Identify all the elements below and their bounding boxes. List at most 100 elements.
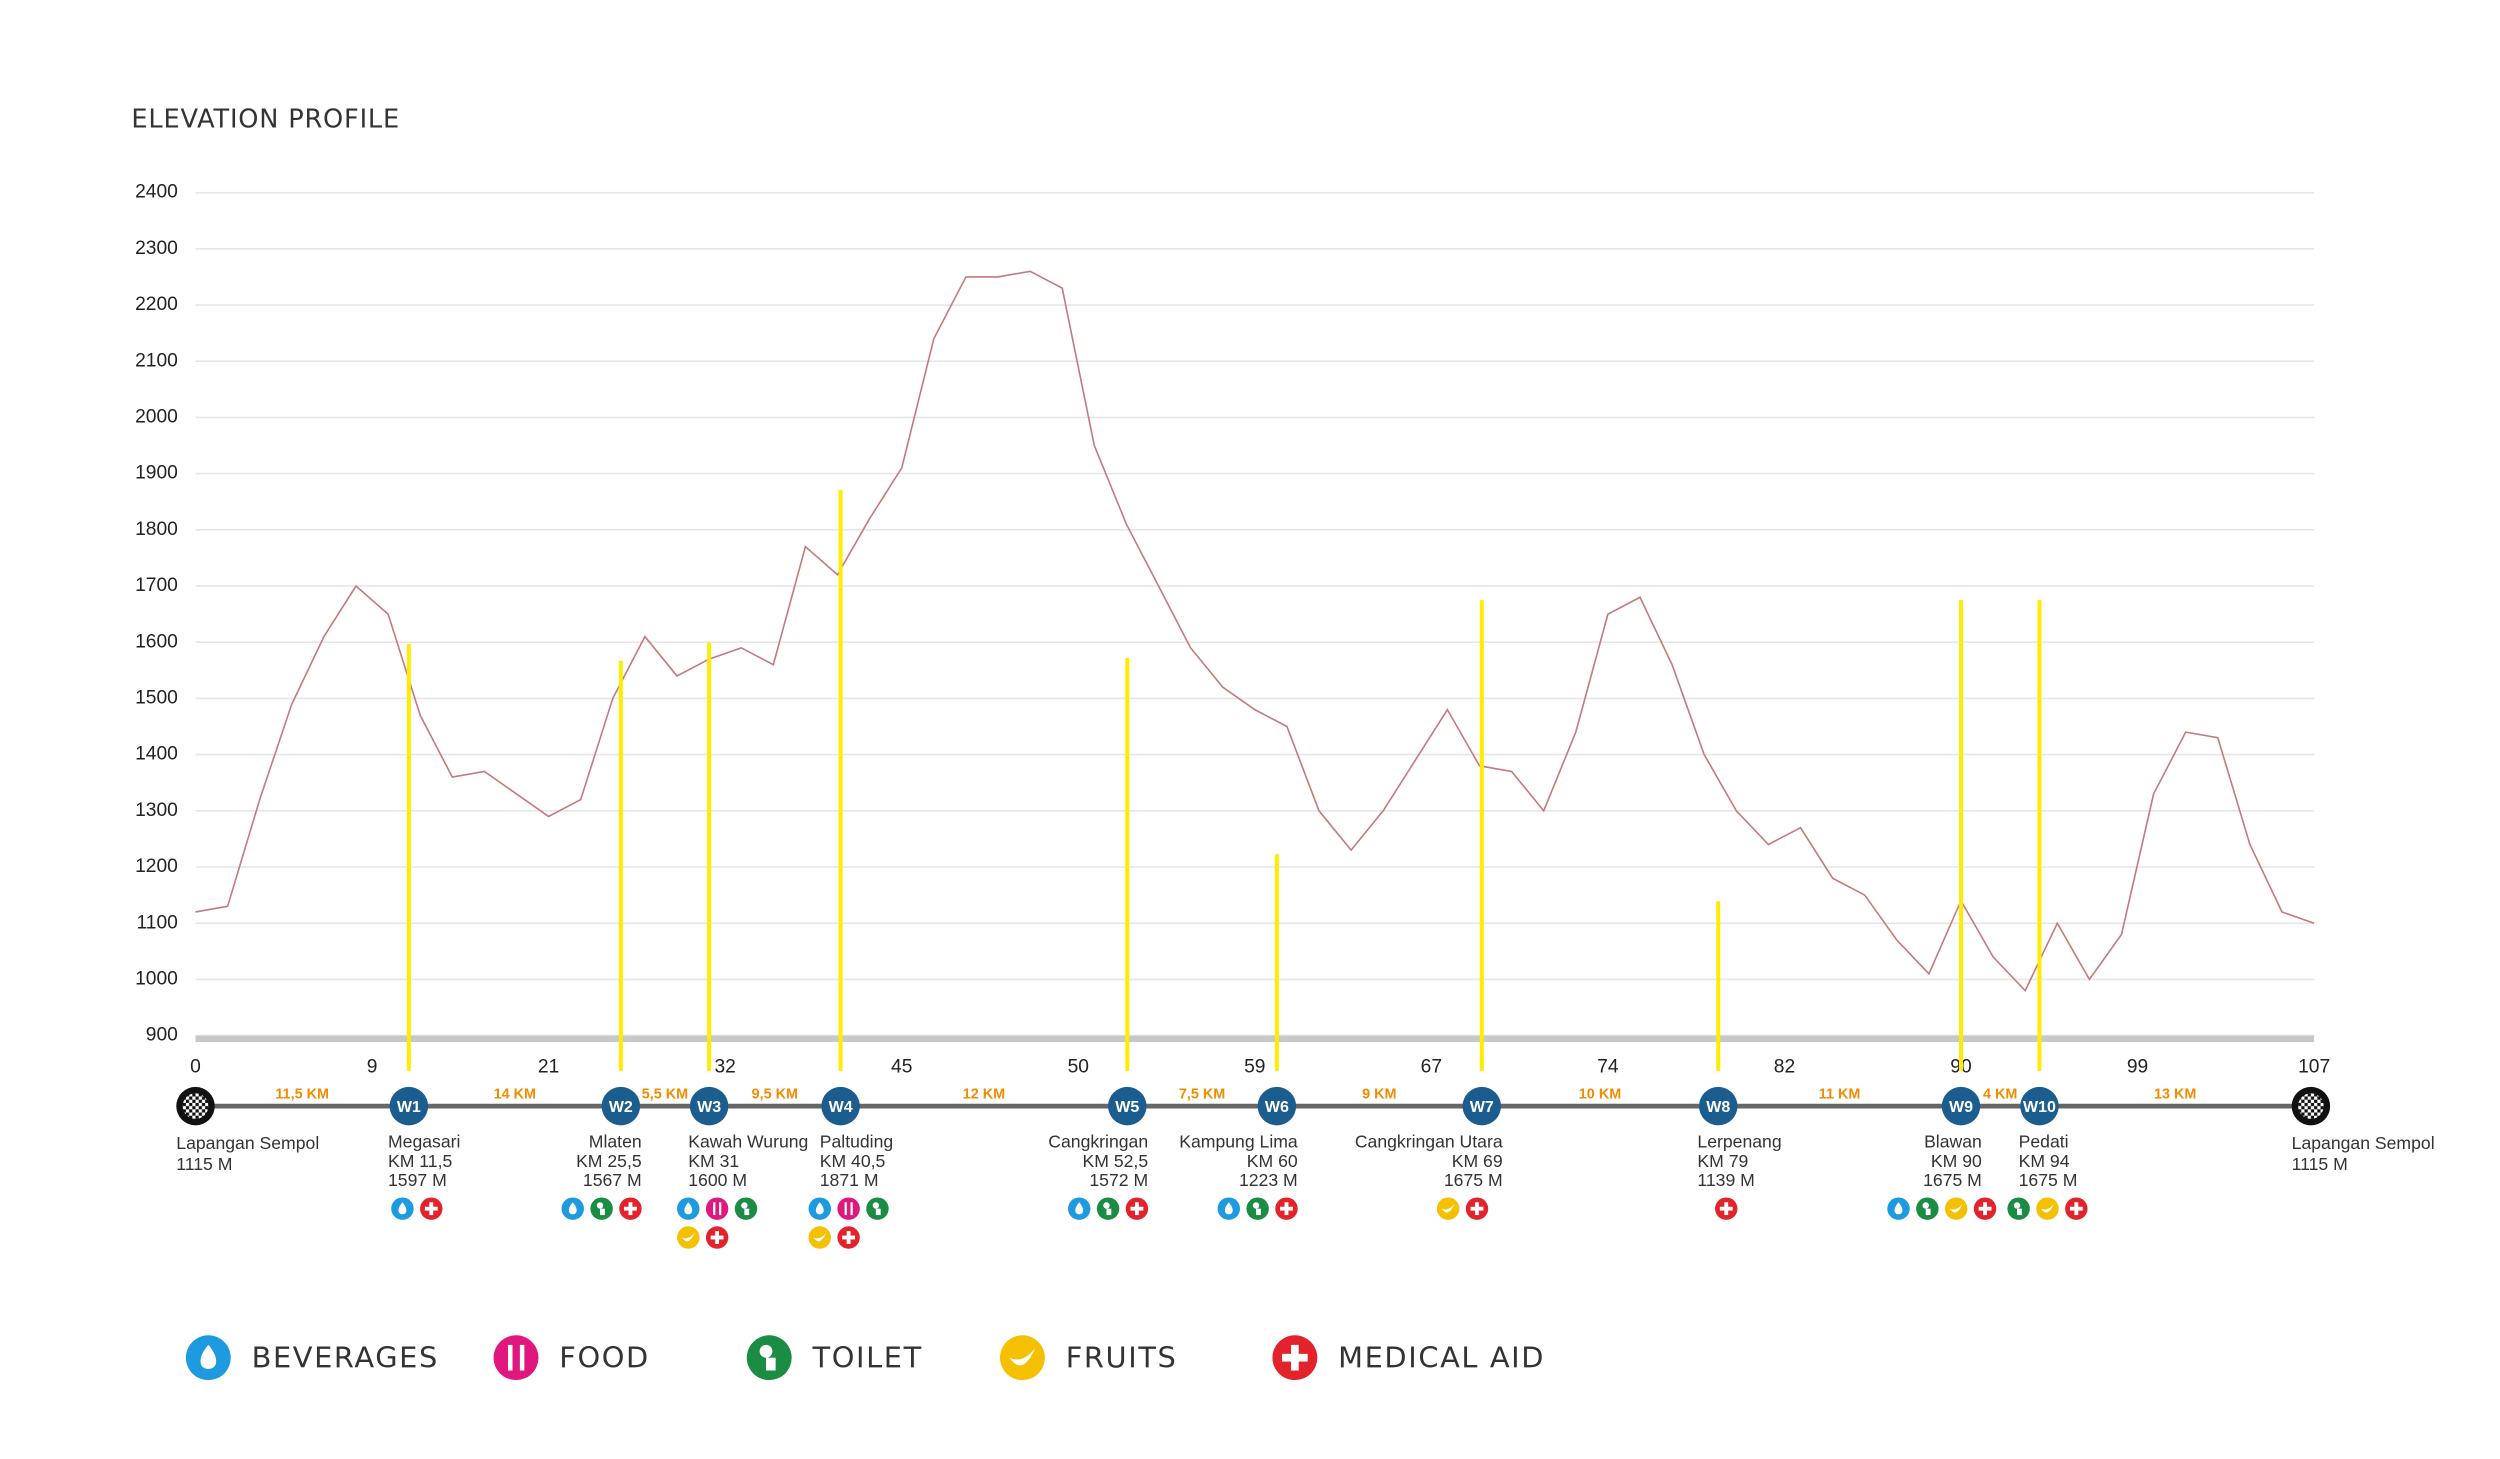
waypoint-km: KM 31 — [688, 1151, 739, 1171]
service-icon-bg — [1436, 1197, 1460, 1220]
service-icon — [2036, 1197, 2059, 1220]
stop-name: Lapangan Sempol — [176, 1133, 319, 1153]
waypoint-dot — [389, 1086, 429, 1126]
glyph — [1925, 1208, 1931, 1216]
elevation-line — [195, 270, 2315, 993]
waypoint-name: Kampung Lima — [1179, 1132, 1298, 1152]
glyph — [681, 1232, 695, 1242]
service-icon — [1217, 1197, 1241, 1220]
service-icon — [420, 1197, 443, 1220]
service-icon — [1096, 1197, 1120, 1220]
service-icon — [391, 1197, 414, 1220]
waypoint-elevation: 1597 M — [388, 1170, 447, 1190]
waypoint-elevation: 1675 M — [1444, 1170, 1503, 1190]
glyph — [710, 1235, 724, 1240]
y-tick-label: 2000 — [135, 407, 178, 428]
glyph — [1075, 1202, 1084, 1215]
service-icon — [677, 1226, 700, 1249]
glyph — [1252, 1202, 1260, 1209]
service-icon-bg — [2036, 1197, 2059, 1220]
service-icon — [837, 1226, 860, 1249]
segment-label: 9,5 KM — [752, 1087, 798, 1103]
chart-title: ELEVATION PROFILE — [131, 105, 400, 135]
glyph — [200, 1344, 217, 1369]
service-icon — [2065, 1197, 2088, 1220]
y-tick-label: 2100 — [135, 350, 178, 371]
waypoint-name: Megasari — [388, 1132, 460, 1152]
waypoint-dot — [2020, 1086, 2059, 1126]
waypoint-code: W2 — [609, 1098, 633, 1116]
glyph — [1719, 1206, 1733, 1211]
x-tick-label: 50 — [1068, 1057, 1089, 1078]
segment-label: 11 KM — [1819, 1087, 1861, 1103]
glyph — [1949, 1203, 1963, 1213]
waypoint-elevation: 1572 M — [1089, 1170, 1148, 1190]
waypoint-dot — [1699, 1086, 1738, 1126]
legend-label: BEVERAGES — [252, 1340, 439, 1374]
glyph — [844, 1202, 847, 1216]
waypoint-name: Pedati — [2019, 1132, 2069, 1152]
x-axis-band — [195, 1035, 2315, 1042]
glyph — [872, 1202, 880, 1209]
glyph — [508, 1344, 513, 1371]
x-tick-label: 21 — [538, 1057, 559, 1078]
y-tick-label: 1800 — [135, 519, 178, 540]
service-icon — [677, 1197, 700, 1220]
service-icon — [1916, 1197, 1939, 1220]
waypoint-code: W6 — [1265, 1098, 1289, 1116]
segment-label: 4 KM — [1983, 1087, 2017, 1103]
legend-label: FRUITS — [1066, 1340, 1178, 1374]
service-icon — [1436, 1197, 1460, 1220]
glyph — [719, 1202, 722, 1216]
waypoint-code: W10 — [2023, 1098, 2056, 1116]
y-tick-label: 900 — [146, 1025, 178, 1046]
stop-elevation: 1115 M — [176, 1154, 232, 1174]
service-icon-bg — [837, 1197, 860, 1220]
glyph — [875, 1208, 881, 1216]
y-tick-label: 1700 — [135, 575, 178, 596]
waypoint-km: KM 40,5 — [820, 1151, 886, 1171]
service-icon — [705, 1226, 729, 1249]
glyph — [1256, 1208, 1261, 1216]
service-icon — [619, 1197, 642, 1220]
service-icon — [1973, 1197, 1997, 1220]
glyph — [1130, 1206, 1144, 1211]
glyph — [759, 1344, 773, 1358]
glyph — [713, 1202, 716, 1216]
segment-label: 12 KM — [963, 1087, 1005, 1103]
y-tick-label: 1000 — [135, 968, 178, 989]
legend-label: TOILET — [812, 1340, 923, 1374]
segment-label: 7,5 KM — [1179, 1087, 1225, 1103]
waypoint-km: KM 52,5 — [1083, 1151, 1149, 1171]
glyph — [842, 1235, 856, 1240]
service-icon — [734, 1197, 758, 1220]
glyph — [766, 1357, 776, 1371]
glyph — [1978, 1206, 1992, 1211]
waypoint-dot — [689, 1086, 729, 1126]
glyph — [1282, 1353, 1308, 1362]
flag-pattern — [2298, 1093, 2324, 1119]
waypoint-code: W9 — [1949, 1098, 1973, 1116]
waypoint-elevation: 1600 M — [688, 1170, 747, 1190]
glyph — [596, 1202, 604, 1209]
segment-label: 9 KM — [1362, 1087, 1396, 1103]
glyph — [1106, 1208, 1112, 1216]
glyph — [815, 1202, 824, 1215]
glyph — [2013, 1202, 2021, 1209]
waypoint-code: W7 — [1470, 1098, 1494, 1116]
waypoint-dot — [1462, 1086, 1502, 1126]
waypoint-km: KM 60 — [1247, 1151, 1298, 1171]
x-tick-label: 99 — [2127, 1057, 2148, 1078]
service-icon-bg — [705, 1197, 729, 1220]
y-tick-label: 2200 — [135, 294, 178, 315]
service-icon — [561, 1197, 584, 1220]
service-icon — [1887, 1197, 1910, 1220]
y-tick-label: 1100 — [137, 912, 178, 933]
service-icon — [808, 1226, 831, 1249]
waypoint-km: KM 79 — [1697, 1151, 1748, 1171]
y-tick-label: 1300 — [135, 800, 178, 821]
y-tick-label: 2300 — [135, 238, 178, 259]
glyph — [624, 1206, 637, 1211]
glyph — [684, 1202, 693, 1215]
